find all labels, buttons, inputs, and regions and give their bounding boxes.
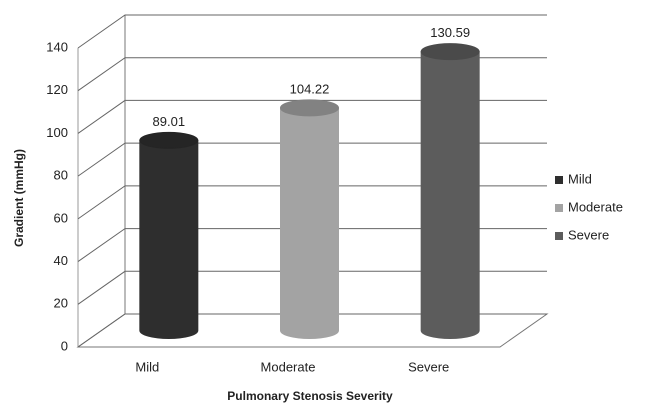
y-tick-label: 100: [46, 125, 68, 140]
y-tick-label: 60: [54, 210, 68, 225]
legend-label: Mild: [568, 171, 592, 186]
bar-top: [280, 99, 339, 117]
grid-line: [77, 142, 547, 177]
grid-line: [77, 270, 547, 305]
grid-line: [77, 313, 547, 348]
bar-top: [139, 131, 199, 149]
grid-line: [77, 99, 547, 134]
value-label: 130.59: [430, 25, 470, 40]
y-tick-label: 120: [46, 82, 68, 97]
x-tick-label: Mild: [135, 359, 159, 374]
legend-swatch: [555, 204, 563, 212]
value-label: 104.22: [290, 81, 330, 96]
grid-line: [77, 185, 547, 220]
x-tick-label: Moderate: [261, 359, 316, 374]
x-axis-title: Pulmonary Stenosis Severity: [227, 389, 393, 403]
legend-swatch: [555, 176, 563, 184]
bar: [139, 139, 199, 339]
bar: [420, 51, 480, 339]
bar: [280, 107, 339, 339]
legend-label: Moderate: [568, 199, 623, 214]
y-tick-label: 40: [54, 253, 68, 268]
y-axis-title: Gradient (mmHg): [12, 149, 26, 247]
legend-swatch: [555, 232, 563, 240]
y-tick-label: 0: [61, 338, 68, 353]
grid-line: [77, 57, 547, 92]
y-tick-label: 140: [46, 39, 68, 54]
y-tick-label: 80: [54, 168, 68, 183]
y-tick-label: 20: [54, 296, 68, 311]
bar-top: [420, 43, 480, 61]
grid-line: [77, 14, 547, 49]
grid-line: [77, 228, 547, 262]
legend-label: Severe: [568, 227, 609, 242]
value-label: 89.01: [153, 114, 186, 129]
x-tick-label: Severe: [408, 359, 449, 374]
